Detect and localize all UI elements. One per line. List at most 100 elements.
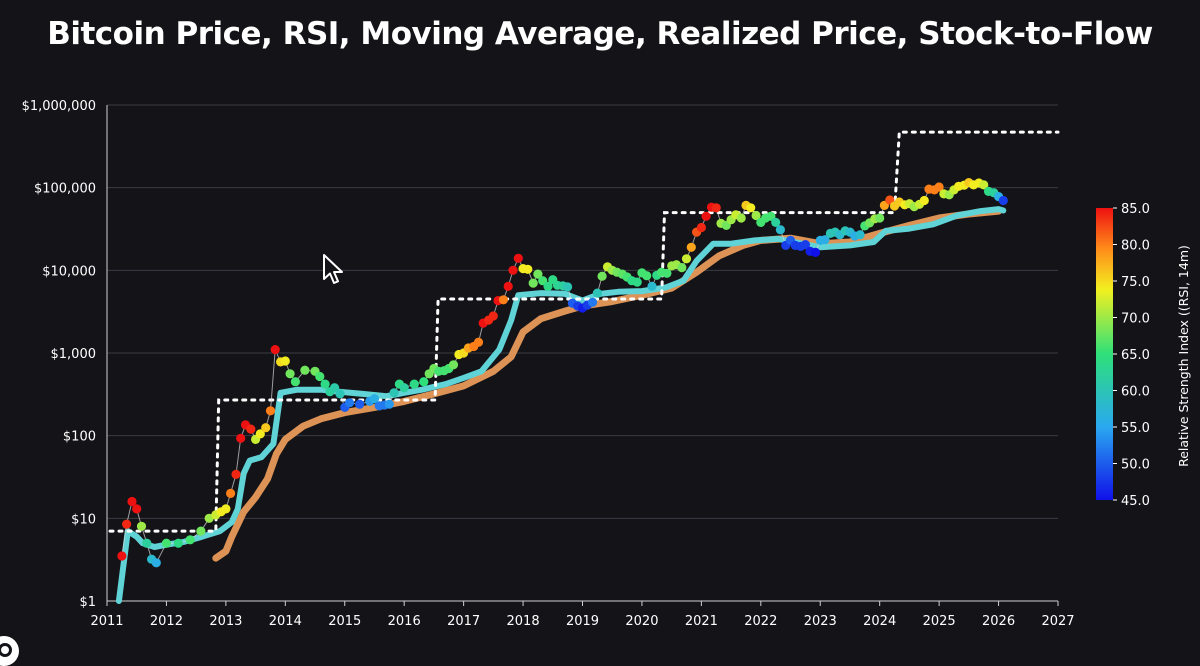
price-point: [136, 521, 147, 531]
stock-to-flow-line: [108, 130, 1060, 533]
price-point: [448, 360, 459, 370]
price-point: [246, 424, 256, 434]
price-point: [255, 429, 265, 439]
price-point: [369, 394, 380, 404]
y-tick-label: $100: [63, 430, 96, 445]
price-point: [632, 277, 642, 287]
price-point: [701, 211, 711, 221]
y-tick-label: $10: [71, 512, 96, 527]
price-point: [384, 399, 394, 409]
price-point: [221, 504, 231, 514]
x-tick-label: 2013: [209, 614, 242, 629]
price-point: [117, 551, 127, 561]
price-point: [185, 535, 195, 545]
price-point: [261, 423, 271, 433]
y-tick-label: $1,000,000: [22, 99, 96, 114]
colorbar-tick-label: 80.0: [1121, 239, 1150, 254]
x-tick-label: 2022: [744, 614, 777, 629]
price-point: [231, 469, 241, 479]
x-tick-label: 2016: [388, 614, 421, 629]
price-point: [751, 210, 761, 221]
x-tick-label: 2021: [685, 614, 718, 629]
price-point: [498, 295, 508, 305]
y-tick-label: $1: [79, 595, 96, 610]
price-point: [290, 377, 300, 387]
price-point: [563, 282, 573, 292]
price-point: [736, 213, 746, 223]
price-point: [642, 271, 652, 281]
colorbar-tick-label: 50.0: [1121, 458, 1150, 473]
y-tick-label: $100,000: [34, 182, 96, 197]
colorbar-tick-label: 55.0: [1121, 421, 1150, 436]
y-tick-label: $10,000: [42, 264, 96, 279]
colorbar-tick-label: 60.0: [1121, 385, 1150, 400]
mouse-cursor-icon: [323, 254, 343, 284]
x-tick-label: 2020: [625, 614, 658, 629]
x-tick-label: 2027: [1041, 614, 1074, 629]
price-point: [686, 242, 696, 252]
x-tick-label: 2026: [982, 614, 1015, 629]
price-point: [662, 268, 672, 278]
colorbar-tick-label: 65.0: [1121, 348, 1150, 363]
price-point: [151, 558, 161, 568]
price-point: [265, 406, 276, 416]
price-point: [226, 488, 236, 498]
price-point: [746, 203, 756, 213]
price-point: [696, 222, 707, 233]
price-point: [473, 337, 484, 347]
price-point: [875, 213, 885, 223]
price-point: [855, 230, 865, 240]
price-point: [711, 203, 721, 213]
price-point: [280, 356, 290, 366]
colorbar-tick-label: 85.0: [1121, 202, 1150, 217]
price-point: [488, 311, 498, 321]
price-point: [330, 383, 340, 393]
x-tick-label: 2019: [566, 614, 599, 629]
colorbar-tick-label: 45.0: [1121, 494, 1150, 509]
y-tick-label: $1,000: [51, 347, 97, 362]
price-point: [419, 377, 429, 387]
price-point: [270, 345, 280, 355]
price-point: [132, 504, 142, 514]
x-tick-label: 2011: [90, 614, 123, 629]
axes: $1 $10 $100 $1,000 $10,000 $100,000 $1,000,000…: [22, 99, 1075, 629]
price-point: [503, 281, 513, 291]
price-point: [677, 263, 687, 273]
price-point: [528, 278, 538, 288]
price-point: [389, 388, 399, 398]
price-point: [315, 371, 325, 382]
price-point: [508, 265, 518, 275]
price-point: [399, 383, 409, 393]
price-point: [775, 225, 786, 235]
price-point: [142, 538, 152, 548]
price-point: [344, 398, 355, 408]
colorbar-tick-label: 75.0: [1121, 275, 1150, 290]
colorbar-gradient: [1096, 208, 1113, 500]
price-point: [998, 195, 1008, 206]
colorbar-tick-label: 70.0: [1121, 312, 1150, 327]
price-point: [800, 240, 811, 250]
price-point: [335, 389, 345, 399]
colorbar-label: Relative Strength Index ((RSI, 14m): [1176, 245, 1191, 467]
x-tick-label: 2015: [328, 614, 361, 629]
x-tick-label: 2017: [447, 614, 480, 629]
price-point: [647, 281, 657, 291]
price-point: [543, 281, 553, 291]
chart-title: Bitcoin Price, RSI, Moving Average, Real…: [47, 16, 1153, 52]
price-point: [355, 399, 365, 409]
gridlines: [107, 104, 1058, 602]
price-point: [681, 254, 692, 264]
price-point: [285, 369, 295, 379]
price-point: [771, 217, 781, 227]
price-point: [592, 288, 603, 298]
price-point: [523, 264, 533, 274]
x-tick-label: 2023: [804, 614, 837, 629]
price-points: [117, 178, 1008, 568]
price-point: [173, 538, 183, 548]
price-point: [300, 365, 310, 375]
chart-canvas: $1 $10 $100 $1,000 $10,000 $100,000 $1,000,000…: [22, 99, 1191, 629]
price-point: [810, 247, 821, 257]
price-point: [196, 526, 206, 536]
price-point: [409, 379, 419, 389]
price-point: [533, 269, 543, 279]
